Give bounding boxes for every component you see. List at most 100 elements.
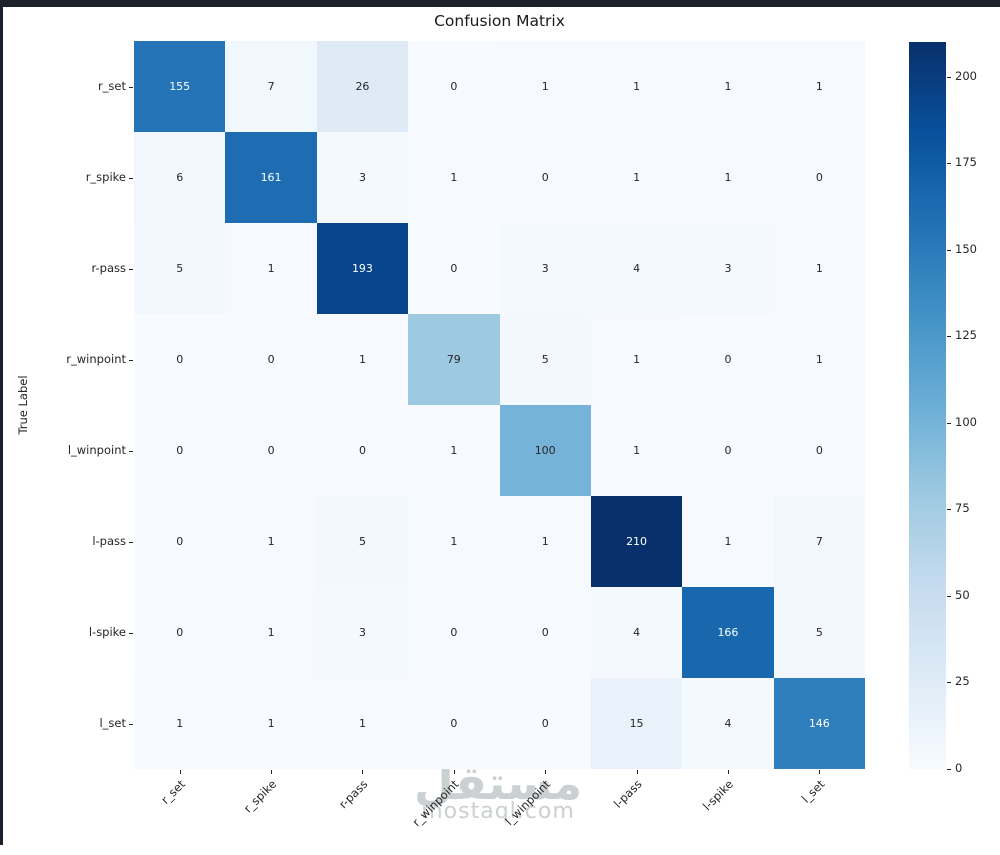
y-tick-mark [129, 632, 133, 634]
heatmap-cell: 1 [225, 223, 317, 314]
y-tick-mark [129, 86, 133, 88]
colorbar-tick-mark [947, 509, 951, 511]
x-tick-label: l-spike [699, 777, 736, 814]
x-tick-label: r_spike [240, 777, 279, 816]
heatmap-cell: 0 [499, 132, 591, 223]
x-tick-mark [362, 770, 364, 774]
y-tick-label: l-spike [88, 624, 126, 639]
y-tick-mark [129, 177, 133, 179]
heatmap-cell: 3 [316, 587, 409, 678]
colorbar-tick-label: 150 [955, 241, 977, 256]
heatmap-cell: 0 [225, 405, 317, 496]
colorbar-tick-label: 50 [955, 587, 970, 602]
heatmap-cell: 4 [590, 223, 683, 314]
heatmap-cell: 1 [682, 41, 774, 132]
x-tick-mark [179, 770, 181, 774]
colorbar-tick-mark [947, 76, 951, 78]
x-tick-mark [453, 770, 455, 774]
colorbar-tick-label: 175 [955, 155, 977, 170]
heatmap-cell: 1 [773, 314, 865, 405]
y-axis-label: True Label [16, 375, 30, 435]
heatmap-cell: 1 [225, 496, 317, 587]
heatmap-cell: 1 [499, 496, 591, 587]
heatmap-cell: 1 [682, 132, 774, 223]
heatmap-cell: 1 [408, 132, 500, 223]
heatmap-cell: 1 [682, 496, 774, 587]
colorbar-tick-mark [947, 769, 951, 770]
heatmap-cell: 1 [408, 496, 500, 587]
heatmap-cell: 1 [590, 132, 683, 223]
heatmap-cell: 1 [590, 314, 683, 405]
colorbar-tick-label: 0 [955, 761, 963, 775]
heatmap-cell: 5 [499, 314, 591, 405]
x-tick-label: r_set [157, 777, 188, 807]
colorbar-tick-mark [947, 249, 951, 251]
heatmap-cell: 1 [134, 678, 226, 769]
x-tick-mark [636, 770, 638, 774]
heatmap-cell: 15 [590, 678, 683, 769]
y-tick-label: l-pass [92, 533, 126, 548]
heatmap-cell: 3 [499, 223, 591, 314]
heatmap-cell: 5 [316, 496, 409, 587]
colorbar [909, 42, 946, 769]
heatmap-cell: 0 [682, 314, 774, 405]
heatmap-cell: 1 [225, 587, 317, 678]
heatmap-cell: 0 [225, 314, 317, 405]
heatmap-cell: 1 [590, 41, 683, 132]
heatmap-cell: 0 [773, 132, 865, 223]
y-tick-label: r_winpoint [66, 351, 126, 366]
heatmap-cell: 4 [590, 587, 683, 678]
heatmap-cell: 0 [134, 496, 226, 587]
heatmap-cell: 3 [682, 223, 774, 314]
heatmap-cell: 1 [225, 678, 317, 769]
heatmap-cell: 0 [408, 41, 500, 132]
heatmap-cell: 0 [499, 678, 591, 769]
heatmap-cell: 0 [134, 314, 226, 405]
colorbar-tick-mark [947, 682, 951, 684]
heatmap-cell: 1 [316, 678, 409, 769]
y-tick-mark [129, 723, 133, 725]
heatmap-cell: 0 [499, 587, 591, 678]
heatmap-cell: 7 [225, 41, 317, 132]
heatmap-cell: 0 [408, 223, 500, 314]
colorbar-tick-label: 25 [955, 674, 970, 689]
heatmap-grid: 155 7 26 0 1 1 1 1 6 161 3 1 0 1 1 0 5 1 193 0 3 4 3 1 0 0 1 79 5 1 0 1… [134, 41, 865, 769]
heatmap-cell: 1 [773, 223, 865, 314]
heatmap-cell: 5 [134, 223, 226, 314]
x-tick-mark [819, 770, 821, 774]
heatmap-cell: 3 [316, 132, 409, 223]
y-tick-label: r_set [97, 78, 126, 93]
heatmap-cell: 155 [134, 41, 226, 132]
y-tick-mark [129, 450, 133, 452]
x-tick-label: l_set [798, 777, 828, 806]
watermark-domain-text: mostaql.com [421, 798, 575, 824]
x-tick-mark [545, 770, 547, 774]
heatmap-cell: 5 [773, 587, 865, 678]
heatmap-cell: 1 [499, 41, 591, 132]
heatmap-cell: 166 [682, 587, 774, 678]
heatmap-cell: 0 [408, 587, 500, 678]
colorbar-tick-label: 100 [955, 414, 977, 429]
y-tick-label: r-pass [91, 260, 126, 275]
colorbar-tick-label: 125 [955, 328, 977, 343]
x-tick-mark [271, 770, 273, 774]
heatmap-cell: 0 [682, 405, 774, 496]
window-frame-left [0, 7, 3, 845]
x-tick-mark [727, 770, 729, 774]
heatmap-cell: 4 [682, 678, 774, 769]
heatmap-cell: 1 [408, 405, 500, 496]
heatmap-cell: 26 [316, 41, 409, 132]
colorbar-tick-mark [947, 163, 951, 165]
heatmap-cell: 7 [773, 496, 865, 587]
y-tick-label: l_winpoint [67, 442, 126, 457]
heatmap-cell: 6 [134, 132, 226, 223]
heatmap-cell: 146 [773, 678, 865, 769]
heatmap-cell: 79 [408, 314, 500, 405]
heatmap-cell: 1 [590, 405, 683, 496]
y-tick-mark [129, 541, 133, 543]
heatmap-cell: 193 [316, 223, 409, 314]
y-tick-label: l_set [99, 715, 126, 730]
y-tick-label: r_spike [85, 169, 126, 184]
heatmap-cell: 0 [773, 405, 865, 496]
colorbar-tick-mark [947, 336, 951, 338]
